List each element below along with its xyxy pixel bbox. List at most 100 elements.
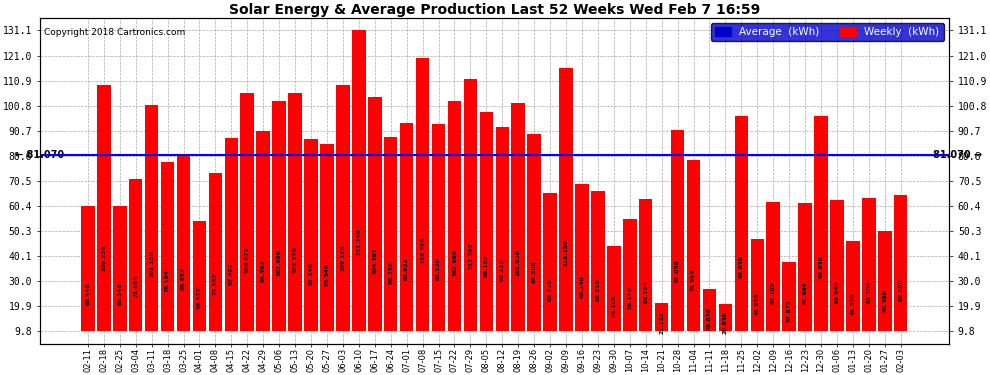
Bar — [703, 289, 716, 331]
Text: Copyright 2018 Cartronics.com: Copyright 2018 Cartronics.com — [45, 28, 185, 37]
Bar — [654, 303, 668, 331]
Text: 50.300: 50.300 — [882, 290, 887, 312]
Bar — [145, 105, 158, 331]
Bar — [113, 206, 127, 331]
Text: 104.392: 104.392 — [372, 248, 377, 274]
Bar — [846, 241, 859, 331]
Bar — [256, 131, 270, 331]
Bar — [81, 206, 95, 331]
Text: 46.956: 46.956 — [754, 292, 759, 315]
Text: 63.364: 63.364 — [644, 280, 648, 303]
Bar — [241, 93, 254, 331]
Bar — [878, 231, 892, 331]
Bar — [400, 123, 414, 331]
Bar — [544, 193, 556, 331]
Text: 111.592: 111.592 — [468, 242, 473, 269]
Bar — [304, 139, 318, 331]
Bar — [416, 58, 430, 331]
Bar — [687, 160, 700, 331]
Bar — [288, 93, 302, 331]
Text: 116.156: 116.156 — [563, 238, 568, 266]
Text: 96.630: 96.630 — [819, 255, 824, 278]
Text: 89.508: 89.508 — [532, 261, 537, 284]
Bar — [766, 202, 780, 331]
Bar — [750, 239, 764, 331]
Bar — [177, 156, 190, 331]
Bar — [320, 144, 334, 331]
Text: 96.638: 96.638 — [739, 255, 743, 278]
Text: 88.256: 88.256 — [388, 261, 393, 284]
Bar — [432, 124, 446, 331]
Text: 46.300: 46.300 — [850, 293, 855, 315]
Bar — [193, 220, 206, 331]
Bar — [272, 101, 286, 331]
Bar — [719, 304, 733, 331]
Bar — [384, 137, 397, 331]
Bar — [463, 79, 477, 331]
Text: 66.558: 66.558 — [595, 278, 600, 300]
Bar — [862, 198, 875, 331]
Bar — [575, 184, 589, 331]
Text: 78.994: 78.994 — [691, 268, 696, 291]
Text: 62.102: 62.102 — [771, 281, 776, 304]
Text: 102.696: 102.696 — [276, 249, 281, 276]
Text: 55.140: 55.140 — [628, 286, 633, 309]
Text: 73.652: 73.652 — [213, 272, 218, 295]
Bar — [447, 101, 461, 331]
Bar — [512, 103, 525, 331]
Bar — [831, 200, 843, 331]
Text: 119.896: 119.896 — [420, 236, 425, 263]
Bar — [129, 180, 143, 331]
Bar — [368, 97, 381, 331]
Text: 106.072: 106.072 — [245, 246, 249, 273]
Title: Solar Energy & Average Production Last 52 Weeks Wed Feb 7 16:59: Solar Energy & Average Production Last 5… — [229, 3, 760, 17]
Bar — [671, 130, 684, 331]
Bar — [623, 219, 637, 331]
Text: 93.520: 93.520 — [436, 258, 441, 280]
Text: 54.532: 54.532 — [197, 286, 202, 309]
Bar — [160, 162, 174, 331]
Text: 87.692: 87.692 — [229, 262, 234, 285]
Bar — [225, 138, 239, 331]
Text: 101.916: 101.916 — [516, 249, 521, 276]
Bar — [814, 116, 828, 331]
Bar — [337, 85, 349, 331]
Text: 81.070 →: 81.070 → — [933, 150, 982, 160]
Text: 21.132: 21.132 — [659, 311, 664, 334]
Text: 92.210: 92.210 — [500, 259, 505, 281]
Text: 37.872: 37.872 — [787, 299, 792, 322]
Text: 63.500: 63.500 — [866, 280, 871, 303]
Text: 60.446: 60.446 — [85, 282, 90, 305]
Text: 90.592: 90.592 — [260, 260, 265, 282]
Text: 60.348: 60.348 — [117, 282, 122, 305]
Text: 69.140: 69.140 — [579, 276, 584, 298]
Text: 98.130: 98.130 — [484, 254, 489, 277]
Text: 61.694: 61.694 — [803, 281, 808, 304]
Bar — [782, 262, 796, 331]
Bar — [607, 246, 621, 331]
Bar — [528, 134, 541, 331]
Text: 44.108: 44.108 — [612, 294, 617, 317]
Text: 78.164: 78.164 — [165, 269, 170, 292]
Text: ← 81.070: ← 81.070 — [15, 150, 64, 160]
Text: 93.932: 93.932 — [404, 257, 409, 280]
Bar — [639, 199, 652, 331]
Text: 87.248: 87.248 — [309, 262, 314, 285]
Text: 131.148: 131.148 — [356, 228, 361, 255]
Bar — [209, 173, 222, 331]
Legend: Average  (kWh), Weekly  (kWh): Average (kWh), Weekly (kWh) — [711, 23, 943, 42]
Text: 102.680: 102.680 — [452, 249, 457, 276]
Bar — [352, 30, 365, 331]
Bar — [479, 112, 493, 331]
Bar — [798, 203, 812, 331]
Bar — [894, 195, 908, 331]
Text: 85.548: 85.548 — [325, 264, 330, 286]
Text: 65.726: 65.726 — [547, 278, 552, 301]
Bar — [591, 190, 605, 331]
Bar — [735, 116, 748, 331]
Bar — [496, 127, 509, 331]
Text: 20.838: 20.838 — [723, 312, 728, 334]
Text: 105.776: 105.776 — [293, 246, 298, 273]
Text: 62.940: 62.940 — [835, 280, 840, 303]
Text: 26.836: 26.836 — [707, 307, 712, 330]
